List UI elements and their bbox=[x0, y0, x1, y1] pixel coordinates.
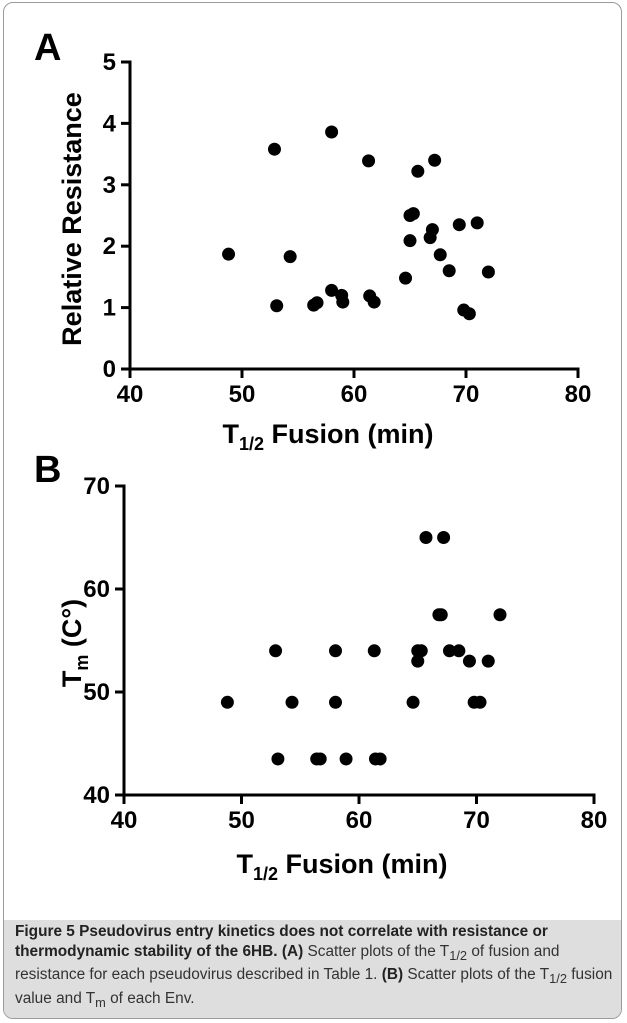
panel-a-y-tick-label: 0 bbox=[103, 356, 116, 383]
panel-a-x-tick-label: 60 bbox=[341, 381, 368, 408]
panel-b-data-point bbox=[339, 752, 353, 766]
panel-b-data-point bbox=[406, 695, 420, 709]
panel-b-data-point bbox=[367, 644, 381, 658]
panel-a-data-point bbox=[470, 216, 484, 230]
panel-a-ylabel: Relative Resistance bbox=[57, 92, 87, 346]
caption-b-text-2: fusion value and T bbox=[15, 966, 613, 1007]
panel-b-x-tick-label: 60 bbox=[346, 807, 373, 834]
panel-b-y-tick-label: 60 bbox=[83, 576, 110, 603]
panel-b-data-point bbox=[437, 531, 451, 544]
caption-b-text-3: of each Env. bbox=[105, 989, 195, 1007]
panel-a-data-point bbox=[325, 283, 339, 297]
panel-a-data-point bbox=[336, 295, 350, 309]
panel-b-data-point bbox=[481, 654, 495, 668]
panel-b-x-tick-label: 40 bbox=[111, 807, 138, 834]
caption-background bbox=[4, 920, 621, 1018]
panel-a-data-point bbox=[462, 307, 476, 321]
panel-a-data-point bbox=[481, 265, 495, 279]
panel-a-x-tick-label: 70 bbox=[453, 381, 480, 408]
panel-b-axes: 40 50 60 70 80 40 50 60 70 bbox=[83, 473, 607, 834]
panel-a-data-point bbox=[310, 296, 324, 310]
panel-b-data-point bbox=[329, 644, 342, 658]
panel-b-data-point bbox=[414, 644, 428, 658]
panel-a-data-point bbox=[411, 164, 425, 178]
panel-b-data-point bbox=[271, 752, 285, 766]
panel-a-y-tick-label: 2 bbox=[103, 233, 116, 260]
panel-b-y-tick-label: 70 bbox=[83, 473, 110, 500]
panel-a-y-tick-label: 4 bbox=[103, 110, 117, 137]
caption-title: Figure 5 Pseudovirus entry kinetics does… bbox=[15, 923, 548, 960]
panel-b-y-tick-label: 50 bbox=[83, 679, 110, 706]
panel-a-data-point bbox=[442, 264, 456, 278]
caption-a-text-1: Scatter plots of the T bbox=[303, 942, 450, 960]
panel-b-y-tick-label: 40 bbox=[83, 782, 110, 809]
panel-b-ylabel: Tm (C°) bbox=[57, 599, 92, 687]
caption-a-label: (A) bbox=[281, 942, 304, 960]
panel-a-y-tick-label: 5 bbox=[103, 49, 116, 76]
caption-a-sub: 1/2 bbox=[449, 947, 468, 963]
panel-b-data-point bbox=[473, 695, 487, 709]
figure-caption: Figure 5 Pseudovirus entry kinetics does… bbox=[15, 922, 615, 1012]
panel-a-y-tick-label: 3 bbox=[103, 172, 116, 199]
panel-a-axes: 40 50 60 70 80 0 1 2 3 4 5 bbox=[103, 49, 592, 408]
panel-b-data-point bbox=[269, 644, 283, 658]
panel-a-data-point bbox=[222, 247, 236, 261]
panel-b-data-point bbox=[419, 531, 433, 544]
panel-b-data-point bbox=[220, 695, 234, 709]
panel-a-data-point bbox=[452, 218, 466, 232]
panel-b-data-point bbox=[462, 654, 476, 668]
panel-a-points bbox=[222, 125, 495, 321]
panel-b-data-point bbox=[329, 695, 342, 709]
panel-a-data-point bbox=[283, 250, 297, 264]
panel-b-points bbox=[220, 531, 507, 766]
caption-b-label: (B) bbox=[381, 966, 404, 984]
panel-b-data-point bbox=[442, 644, 456, 658]
panel-a-data-point bbox=[325, 125, 339, 139]
panel-a-data-point bbox=[399, 271, 413, 285]
panel-a-data-point bbox=[362, 154, 376, 168]
panel-a-data-point bbox=[425, 223, 439, 237]
panel-b-data-point bbox=[493, 608, 507, 622]
panel-a: A 40 50 60 70 80 0 1 2 3 4 5 T1/2 Fusion (min) Rel… bbox=[34, 27, 591, 454]
figure-frame: A 40 50 60 70 80 0 1 2 3 4 5 T1/2 Fusion (min) Rel… bbox=[3, 2, 622, 1019]
caption-b-sub: 1/2 bbox=[549, 971, 567, 987]
panel-b-data-point bbox=[452, 644, 466, 658]
panel-b-data-point bbox=[373, 752, 387, 766]
panel-a-y-tick-label: 1 bbox=[103, 295, 116, 322]
panel-b-data-point bbox=[285, 695, 299, 709]
panel-a-data-point bbox=[270, 299, 284, 313]
panel-b-x-tick-label: 50 bbox=[228, 807, 255, 834]
panel-b-data-point bbox=[313, 752, 327, 766]
figure-svg: A 40 50 60 70 80 0 1 2 3 4 5 T1/2 Fusion (min) Rel… bbox=[34, 27, 607, 884]
panel-b-xlabel: T1/2 Fusion (min) bbox=[236, 849, 447, 884]
caption-b-text-1: Scatter plots of the T bbox=[403, 966, 550, 984]
panel-a-x-tick-label: 40 bbox=[117, 381, 144, 408]
panel-b-letter: B bbox=[34, 449, 61, 491]
panel-a-x-tick-label: 80 bbox=[565, 381, 592, 408]
panel-b-x-tick-label: 70 bbox=[463, 807, 490, 834]
panel-a-x-tick-label: 50 bbox=[229, 381, 256, 408]
panel-a-data-point bbox=[406, 207, 420, 221]
panel-b-x-tick-label: 80 bbox=[581, 807, 608, 834]
panel-a-data-point bbox=[403, 234, 417, 248]
panel-a-data-point bbox=[433, 248, 447, 262]
panel-b-data-point bbox=[434, 608, 448, 622]
caption-a-text-2: of fusion and resistance for each pseudo… bbox=[15, 942, 560, 984]
panel-a-xlabel: T1/2 Fusion (min) bbox=[222, 419, 433, 454]
panel-a-data-point bbox=[367, 295, 381, 309]
panel-b-data-point bbox=[411, 654, 425, 668]
panel-a-data-point bbox=[267, 142, 281, 156]
panel-a-letter: A bbox=[34, 27, 61, 69]
caption-b-sub2: m bbox=[95, 994, 106, 1010]
panel-a-data-point bbox=[428, 153, 442, 167]
panel-b: B 40 50 60 70 80 40 50 60 70 T1/2 Fusion (min) T… bbox=[34, 449, 607, 884]
